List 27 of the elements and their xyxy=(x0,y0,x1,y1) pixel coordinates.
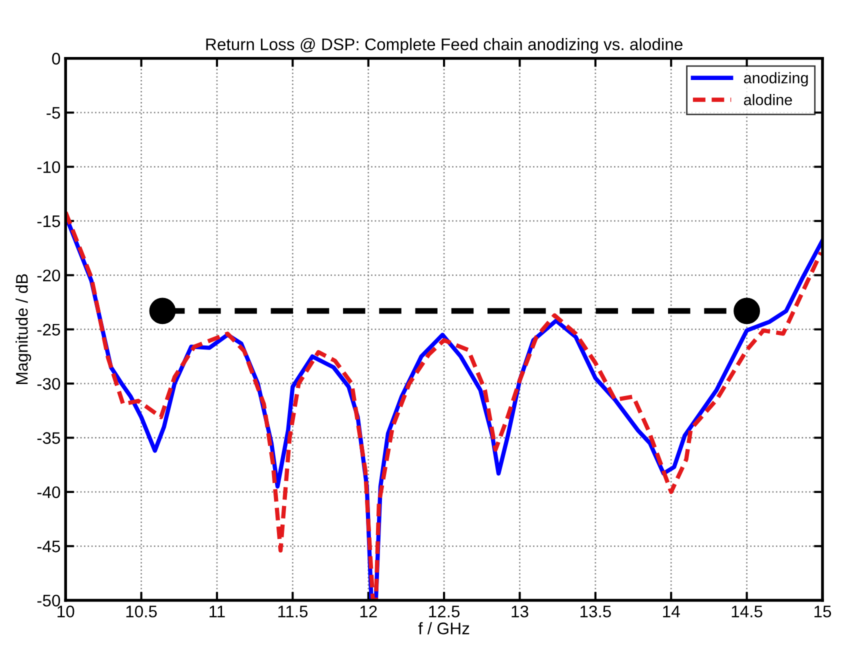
y-tick-label: -35 xyxy=(37,432,60,444)
y-tick-label: -45 xyxy=(37,540,60,552)
y-tick-label: -10 xyxy=(37,161,60,173)
x-tick-label: 11 xyxy=(210,606,225,618)
x-tick-label: 14 xyxy=(663,606,680,618)
x-tick-label: 12 xyxy=(360,606,377,618)
legend-label: anodizing xyxy=(744,72,808,86)
x-axis-title: f / GHz xyxy=(418,622,470,634)
x-tick-label: 13 xyxy=(512,606,528,618)
x-tick-label: 12.5 xyxy=(429,606,460,618)
y-tick-label: 0 xyxy=(52,52,60,65)
x-tick-label: 10.5 xyxy=(126,606,157,618)
y-tick-label: -15 xyxy=(37,216,60,228)
x-tick-label: 11.5 xyxy=(278,606,308,618)
y-tick-label: -20 xyxy=(37,270,60,282)
x-tick-label: 10 xyxy=(58,606,74,618)
x-tick-label: 15 xyxy=(814,606,832,618)
y-tick-label: -25 xyxy=(37,324,60,336)
y-tick-label: -50 xyxy=(37,594,60,607)
y-tick-label: -5 xyxy=(46,107,60,119)
chart-title: Return Loss @ DSP: Complete Feed chain anodizing vs. alodine xyxy=(206,38,682,54)
x-tick-label: 14.5 xyxy=(732,606,762,618)
y-tick-label: -40 xyxy=(37,486,60,498)
y-axis-title: Magnitude / dB xyxy=(16,274,32,384)
legend-label: alodine xyxy=(744,94,792,106)
x-tick-label: 13.5 xyxy=(580,606,611,618)
y-tick-label: -30 xyxy=(37,378,60,390)
